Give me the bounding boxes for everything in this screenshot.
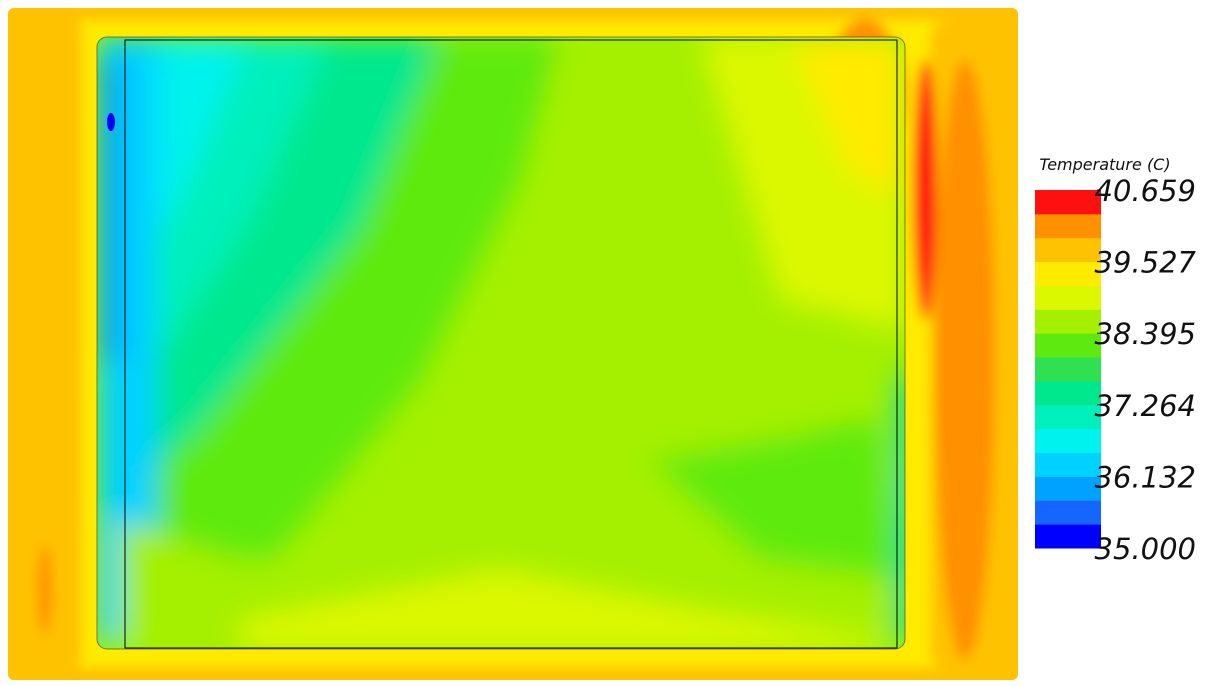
colorbar-band [1035,309,1101,334]
colorbar-band [1035,237,1101,263]
colorbar-band [1035,333,1101,358]
colorbar-tick-label: 36.132 [1095,460,1196,494]
colorbar-tick-label: 39.527 [1095,246,1197,280]
colorbar-band [1035,285,1101,310]
colorbar-tick-label: 37.264 [1095,389,1196,423]
temperature-field [8,8,1018,680]
colorbar-tick-label: 40.659 [1095,174,1196,208]
colorbar-band [1035,500,1101,525]
colorbar-band [1035,428,1101,454]
colorbar-band [1035,476,1101,501]
colorbar-band [1035,213,1101,239]
colorbar-title: Temperature (C) [1039,155,1170,174]
colorbar-band [1035,357,1101,382]
colorbar-band [1035,190,1101,215]
colorbar-band [1035,524,1101,549]
colorbar: 35.000 36.132 37.264 38.395 39.527 40.659 [1035,174,1197,566]
colorbar-tick-label: 38.395 [1095,317,1196,351]
colorbar-band [1035,404,1101,430]
colorbar-tick-label: 35.000 [1095,532,1196,566]
colorbar-band [1035,452,1101,477]
colorbar-band [1035,380,1101,406]
colorbar-band [1035,261,1101,286]
